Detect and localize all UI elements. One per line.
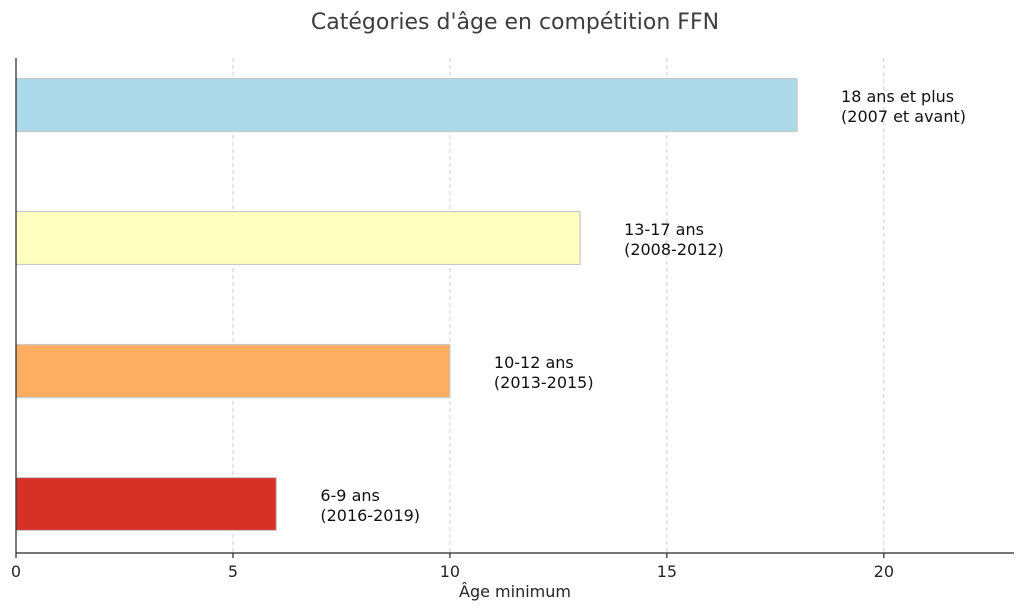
bar-label-line: 10-12 ans: [494, 353, 574, 372]
bar-label-line: (2016-2019): [320, 506, 420, 525]
axes: [15, 58, 1014, 558]
x-tick-label: 10: [440, 562, 460, 581]
bar-label-line: 6-9 ans: [320, 486, 380, 505]
x-tick-labels: 0 5 10 15 20: [11, 562, 894, 581]
x-tick-label: 15: [657, 562, 677, 581]
x-tick-label: 5: [228, 562, 238, 581]
bar-label: 18 ans et plus (2007 et avant): [841, 87, 966, 126]
chart-title: Catégories d'âge en compétition FFN: [311, 10, 719, 35]
bar: [15, 77, 798, 133]
bar-label: 13-17 ans (2008-2012): [624, 220, 724, 259]
bar-labels: 6-9 ans (2016-2019) 10-12 ans (2013-2015) 13…: [320, 87, 966, 525]
bar-label-line: (2007 et avant): [841, 107, 966, 126]
bar: [15, 343, 451, 399]
bar-label: 10-12 ans (2013-2015): [494, 353, 594, 392]
bar-label: 6-9 ans (2016-2019): [320, 486, 420, 525]
bar-label-line: 18 ans et plus: [841, 87, 954, 106]
bars: [15, 77, 798, 532]
bar: [15, 210, 581, 266]
x-tick-label: 0: [11, 562, 21, 581]
bar: [15, 476, 277, 532]
bar-label-line: (2013-2015): [494, 373, 594, 392]
x-tick-label: 20: [874, 562, 894, 581]
x-axis-label: Âge minimum: [459, 582, 571, 601]
bar-label-line: 13-17 ans: [624, 220, 704, 239]
bar-label-line: (2008-2012): [624, 240, 724, 259]
